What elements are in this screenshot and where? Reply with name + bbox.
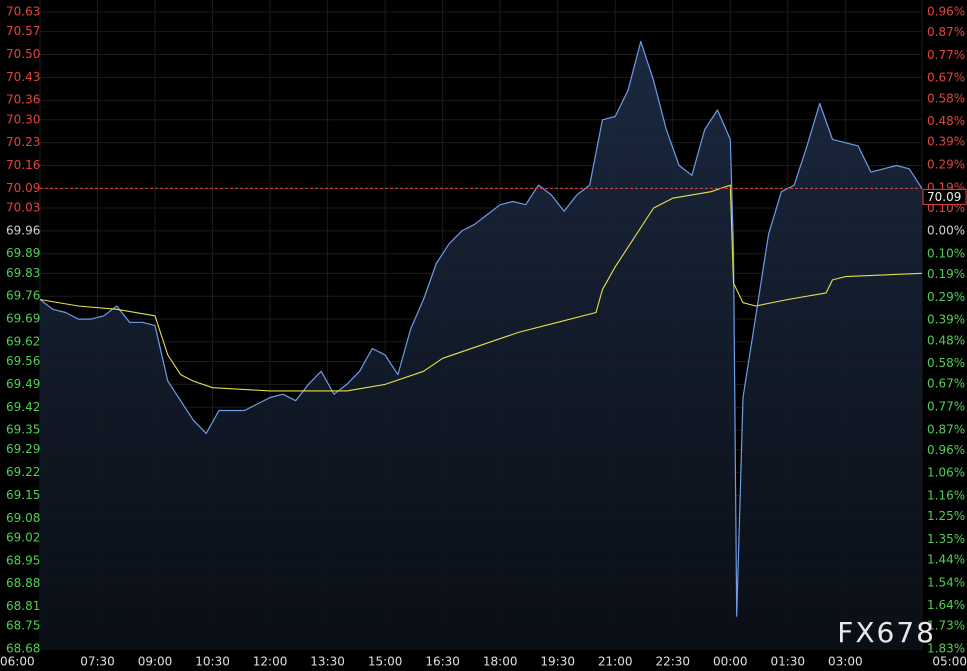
y2-tick-label: 1.64% <box>927 598 965 612</box>
y2-tick-label: 0.19% <box>927 267 965 281</box>
y-tick-label: 69.42 <box>6 400 40 414</box>
y-tick-label: 69.22 <box>6 465 40 479</box>
y2-tick-label: 1.25% <box>927 509 965 523</box>
x-tick-label: 05:00 <box>932 655 967 669</box>
y2-tick-label: 1.54% <box>927 575 965 589</box>
x-tick-label: 19:30 <box>540 655 575 669</box>
y-tick-label: 68.95 <box>6 553 40 567</box>
y-tick-label: 68.75 <box>6 619 40 633</box>
y-tick-label: 70.23 <box>6 135 40 149</box>
y-tick-label: 68.81 <box>6 599 40 613</box>
y-tick-label: 69.56 <box>6 354 40 368</box>
y-tick-label: 68.88 <box>6 576 40 590</box>
y2-tick-label: 0.29% <box>927 290 965 304</box>
x-tick-label: 21:00 <box>598 655 633 669</box>
y-tick-label: 69.96 <box>6 223 40 237</box>
y2-tick-label: 0.29% <box>927 157 965 171</box>
y2-tick-label: 0.48% <box>927 333 965 347</box>
y-tick-label: 69.35 <box>6 423 40 437</box>
y2-tick-label: 0.39% <box>927 313 965 327</box>
y2-tick-label: 0.00% <box>927 224 965 238</box>
y-tick-label: 70.50 <box>6 47 40 61</box>
y-tick-label: 70.16 <box>6 158 40 172</box>
y-tick-label: 69.15 <box>6 488 40 502</box>
y-tick-label: 69.29 <box>6 442 40 456</box>
y2-tick-label: 0.67% <box>927 71 965 85</box>
y-tick-label: 69.89 <box>6 246 40 260</box>
y-tick-label: 69.02 <box>6 530 40 544</box>
x-tick-label: 15:00 <box>368 655 403 669</box>
plot <box>39 40 923 649</box>
x-tick-label: 22:30 <box>655 655 690 669</box>
y2-tick-label: 0.67% <box>927 377 965 391</box>
y-tick-label: 68.68 <box>6 642 40 656</box>
y2-tick-label: 0.87% <box>927 422 965 436</box>
x-tick-label: 18:00 <box>483 655 518 669</box>
y-tick-label: 70.57 <box>6 24 40 38</box>
x-tick-label: 03:00 <box>828 655 863 669</box>
y2-tick-label: 1.35% <box>927 532 965 546</box>
last-value-label: 70.09 <box>927 190 961 204</box>
y2-tick-label: 1.06% <box>927 466 965 480</box>
y-tick-label: 70.36 <box>6 93 40 107</box>
y-tick-label: 70.63 <box>6 5 40 19</box>
x-tick-label: 07:30 <box>80 655 115 669</box>
y-tick-label: 69.76 <box>6 289 40 303</box>
y2-tick-label: 1.73% <box>927 619 965 633</box>
y-tick-label: 69.49 <box>6 377 40 391</box>
x-tick-label: 12:00 <box>253 655 288 669</box>
x-tick-label: 00:00 <box>713 655 748 669</box>
y2-tick-label: 0.10% <box>927 247 965 261</box>
y-tick-label: 70.03 <box>6 201 40 215</box>
y-tick-label: 70.43 <box>6 70 40 84</box>
x-tick-label: 09:00 <box>138 655 173 669</box>
y2-tick-label: 0.39% <box>927 135 965 149</box>
y2-tick-label: 0.77% <box>927 48 965 62</box>
x-tick-label: 13:30 <box>310 655 345 669</box>
y2-tick-label: 0.48% <box>927 114 965 128</box>
y2-tick-label: 1.83% <box>927 642 965 656</box>
y-tick-label: 70.09 <box>6 181 40 195</box>
y2-tick-label: 0.58% <box>927 356 965 370</box>
y-tick-label: 69.62 <box>6 334 40 348</box>
y2-tick-label: 0.87% <box>927 25 965 39</box>
y2-tick-label: 1.44% <box>927 552 965 566</box>
x-tick-label: 10:30 <box>195 655 230 669</box>
y2-tick-label: 0.58% <box>927 91 965 105</box>
axes: 70.63 70.57 70.50 70.43 70.36 70.30 70.23 70.16… <box>0 5 967 669</box>
y-tick-label: 70.30 <box>6 112 40 126</box>
x-tick-label: 01:30 <box>770 655 805 669</box>
average-line <box>39 184 923 392</box>
y-tick-label: 69.83 <box>6 266 40 280</box>
x-tick-label: 16:30 <box>425 655 460 669</box>
y2-tick-label: 0.77% <box>927 399 965 413</box>
last-value-box <box>922 188 967 205</box>
x-tick-label: 06:00 <box>0 655 35 669</box>
y2-tick-label: 1.16% <box>927 489 965 503</box>
y2-tick-label: 0.96% <box>927 443 965 457</box>
y-tick-label: 69.69 <box>6 312 40 326</box>
watermark: FX678 <box>837 616 936 649</box>
y2-tick-label: 0.96% <box>927 5 965 19</box>
price-line <box>39 40 923 617</box>
y-tick-label: 69.08 <box>6 511 40 525</box>
